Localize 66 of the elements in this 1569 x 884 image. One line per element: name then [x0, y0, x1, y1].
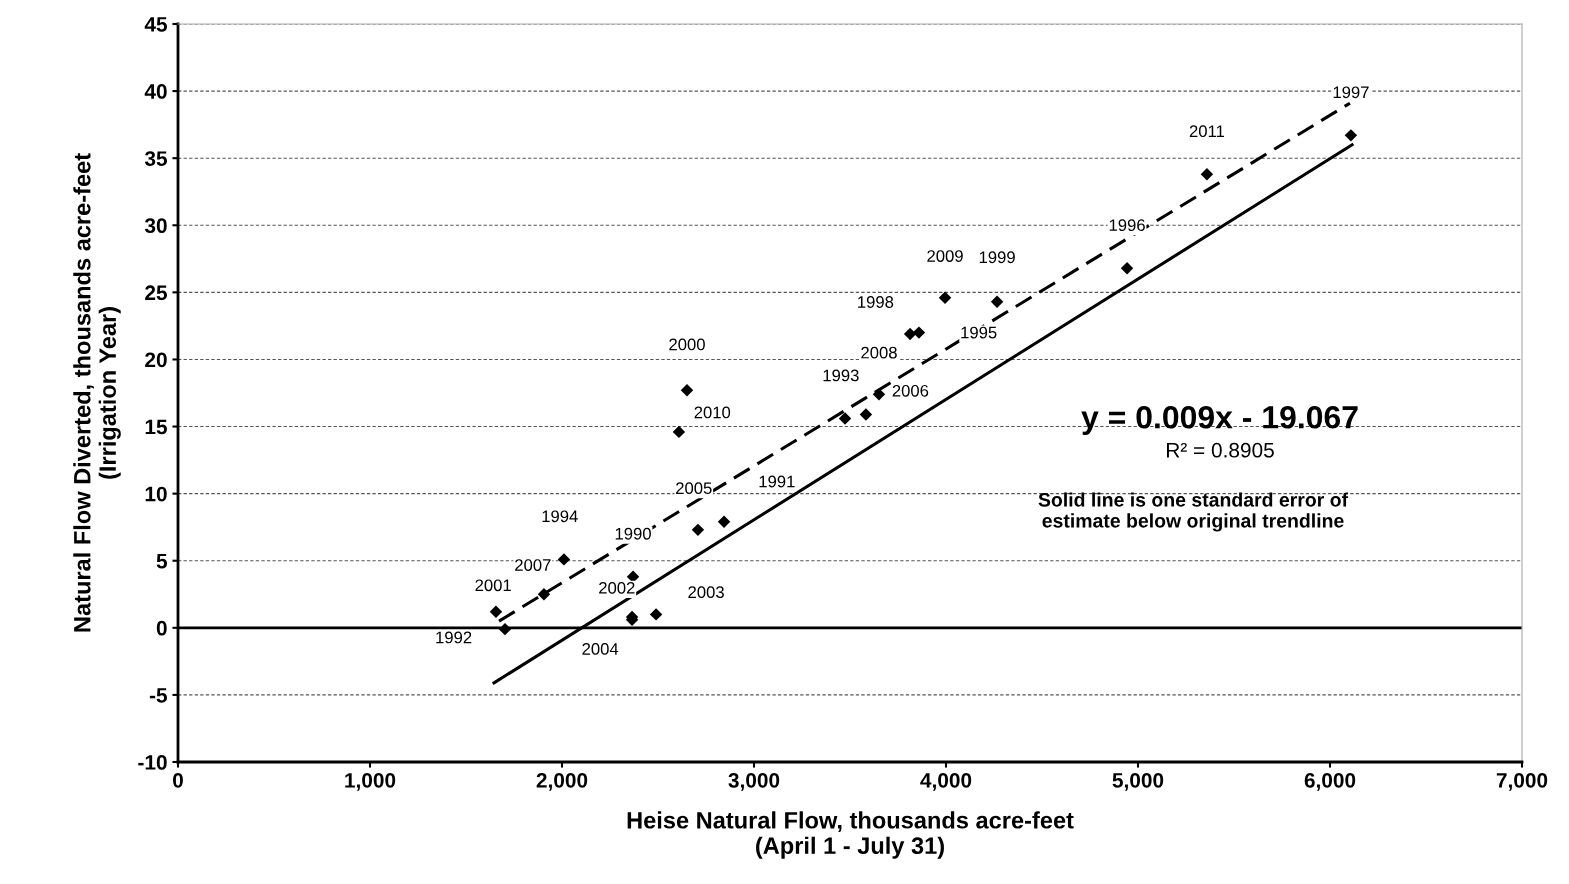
- annotation: 2000: [669, 338, 705, 351]
- x-tick-label: 5,000: [1112, 772, 1164, 791]
- point: [537, 588, 551, 601]
- x-tick-label: 1,000: [345, 772, 396, 791]
- point: [859, 408, 873, 421]
- point: [498, 622, 512, 636]
- x-tick-label: 7,000: [1496, 772, 1548, 791]
- x-tick-label: 6,000: [1304, 772, 1356, 791]
- annotation: 2011: [1189, 125, 1225, 138]
- annotation: 1999: [979, 251, 1015, 264]
- annotation: 2009: [927, 250, 963, 262]
- x-tick-label: 3,000: [728, 772, 780, 791]
- y-tick-label: 45: [144, 17, 168, 32]
- point: [1344, 129, 1358, 142]
- point: [557, 553, 571, 566]
- annotation: 2003: [688, 586, 724, 599]
- y-axis-title: Natural Flow Diverted, thousands acre-feet (Irrigation Year): [73, 153, 121, 632]
- y-tick-label: 20: [145, 352, 167, 368]
- annotation: 1997: [1333, 86, 1369, 99]
- annotation: 2001: [475, 579, 511, 592]
- y-tick-label: 35: [144, 151, 168, 166]
- y-tick-label: 10: [145, 486, 167, 502]
- y-tick-label: 30: [144, 218, 167, 234]
- x-tick-label: 4,000: [920, 772, 972, 791]
- annotation: 1993: [823, 369, 859, 382]
- annotation: 1995: [961, 326, 997, 339]
- annotation: 2002: [599, 581, 635, 594]
- y-tick-label: 40: [144, 84, 167, 99]
- y-tick-label: 0: [156, 620, 167, 636]
- annotation: y = 0.009x - 19.067: [1081, 405, 1358, 435]
- x-tick-label: 0: [173, 772, 183, 788]
- annotation: 2008: [861, 346, 897, 359]
- y-tick-label: -10: [138, 755, 167, 770]
- point: [1200, 168, 1214, 181]
- annotation: 2007: [515, 559, 551, 571]
- point: [717, 515, 731, 529]
- point: [489, 605, 503, 618]
- x-axis-title: Heise Natural Flow, thousands acre-feet (April 1 - July 31): [627, 811, 1074, 859]
- point: [838, 412, 852, 425]
- point: [872, 388, 886, 401]
- annotation: 1998: [858, 296, 894, 308]
- y-tick-label: 15: [145, 419, 168, 435]
- y-tick-label: 25: [145, 285, 168, 301]
- annotation: 1990: [615, 527, 651, 540]
- annotation: 2010: [694, 406, 731, 419]
- annotation: 2005: [676, 482, 712, 495]
- annotation: 1991: [759, 475, 795, 488]
- point: [990, 295, 1004, 308]
- point: [903, 327, 917, 341]
- y-tick-label: -5: [149, 688, 167, 703]
- x-tick-label: 2,000: [536, 772, 588, 791]
- annotation: 1994: [542, 510, 578, 523]
- point: [938, 291, 952, 304]
- annotation: 2004: [582, 642, 619, 655]
- point: [649, 608, 663, 621]
- annotation: 1996: [1109, 219, 1145, 232]
- point: [1120, 262, 1134, 275]
- annotation: 2006: [892, 384, 929, 397]
- y-tick-label: 5: [156, 553, 167, 569]
- point: [672, 425, 686, 439]
- annotation: Solid line is one standard error of estimate below original trendline: [1038, 492, 1349, 532]
- point: [680, 384, 694, 397]
- point: [691, 523, 705, 537]
- point: [912, 326, 926, 339]
- annotation: 1992: [436, 631, 472, 644]
- annotation: R² = 0.8905: [1166, 442, 1274, 458]
